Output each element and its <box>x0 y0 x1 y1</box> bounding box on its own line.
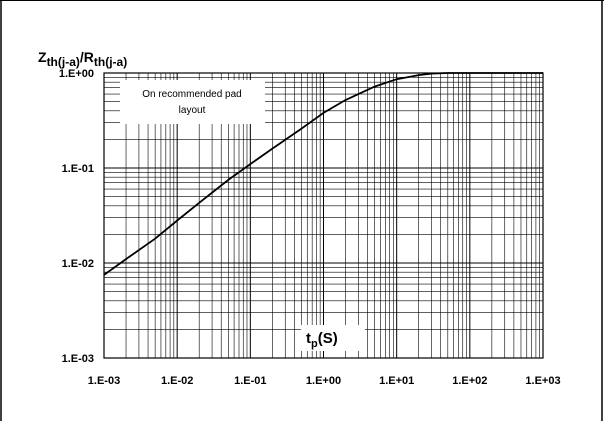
y-tick-label: 1.E+00 <box>59 68 94 80</box>
x-axis-label-bg <box>301 325 365 351</box>
x-label-rest: (S) <box>318 330 338 347</box>
annotation-line-1: On recommended pad <box>142 89 242 100</box>
x-label-main: t <box>306 330 311 347</box>
y-label-sub2: th(j-a) <box>94 55 127 69</box>
y-label-sub1: th(j-a) <box>47 55 80 69</box>
y-axis-label: Zth(j-a)/Rth(j-a) <box>38 49 127 69</box>
annotation-line-2: layout <box>179 105 206 116</box>
x-tick-label: 1.E+03 <box>525 375 560 387</box>
x-tick-label: 1.E+02 <box>452 375 487 387</box>
series-line <box>103 72 543 276</box>
y-label-slash: /R <box>80 49 94 65</box>
x-label-sub: p <box>311 338 318 350</box>
x-tick-label: 1.E+01 <box>379 375 414 387</box>
x-tick-label: 1.E+00 <box>306 375 341 387</box>
plot-area-border <box>103 72 544 359</box>
y-tick-label: 1.E-01 <box>62 163 94 175</box>
x-axis-label: tp(S) <box>306 330 338 350</box>
annotation-box <box>120 80 265 124</box>
x-tick-labels: 1.E-03 1.E-02 1.E-01 1.E+00 1.E+01 1.E+02 1.E+… <box>88 375 561 387</box>
y-label-main: Z <box>38 49 47 65</box>
x-tick-label: 1.E-02 <box>161 375 193 387</box>
y-tick-labels: 1.E-03 1.E-02 1.E-01 1.E+00 <box>59 68 94 365</box>
x-tick-label: 1.E-03 <box>88 375 120 387</box>
x-tick-label: 1.E-01 <box>234 375 266 387</box>
y-tick-label: 1.E-02 <box>62 258 94 270</box>
y-tick-label: 1.E-03 <box>62 353 94 365</box>
